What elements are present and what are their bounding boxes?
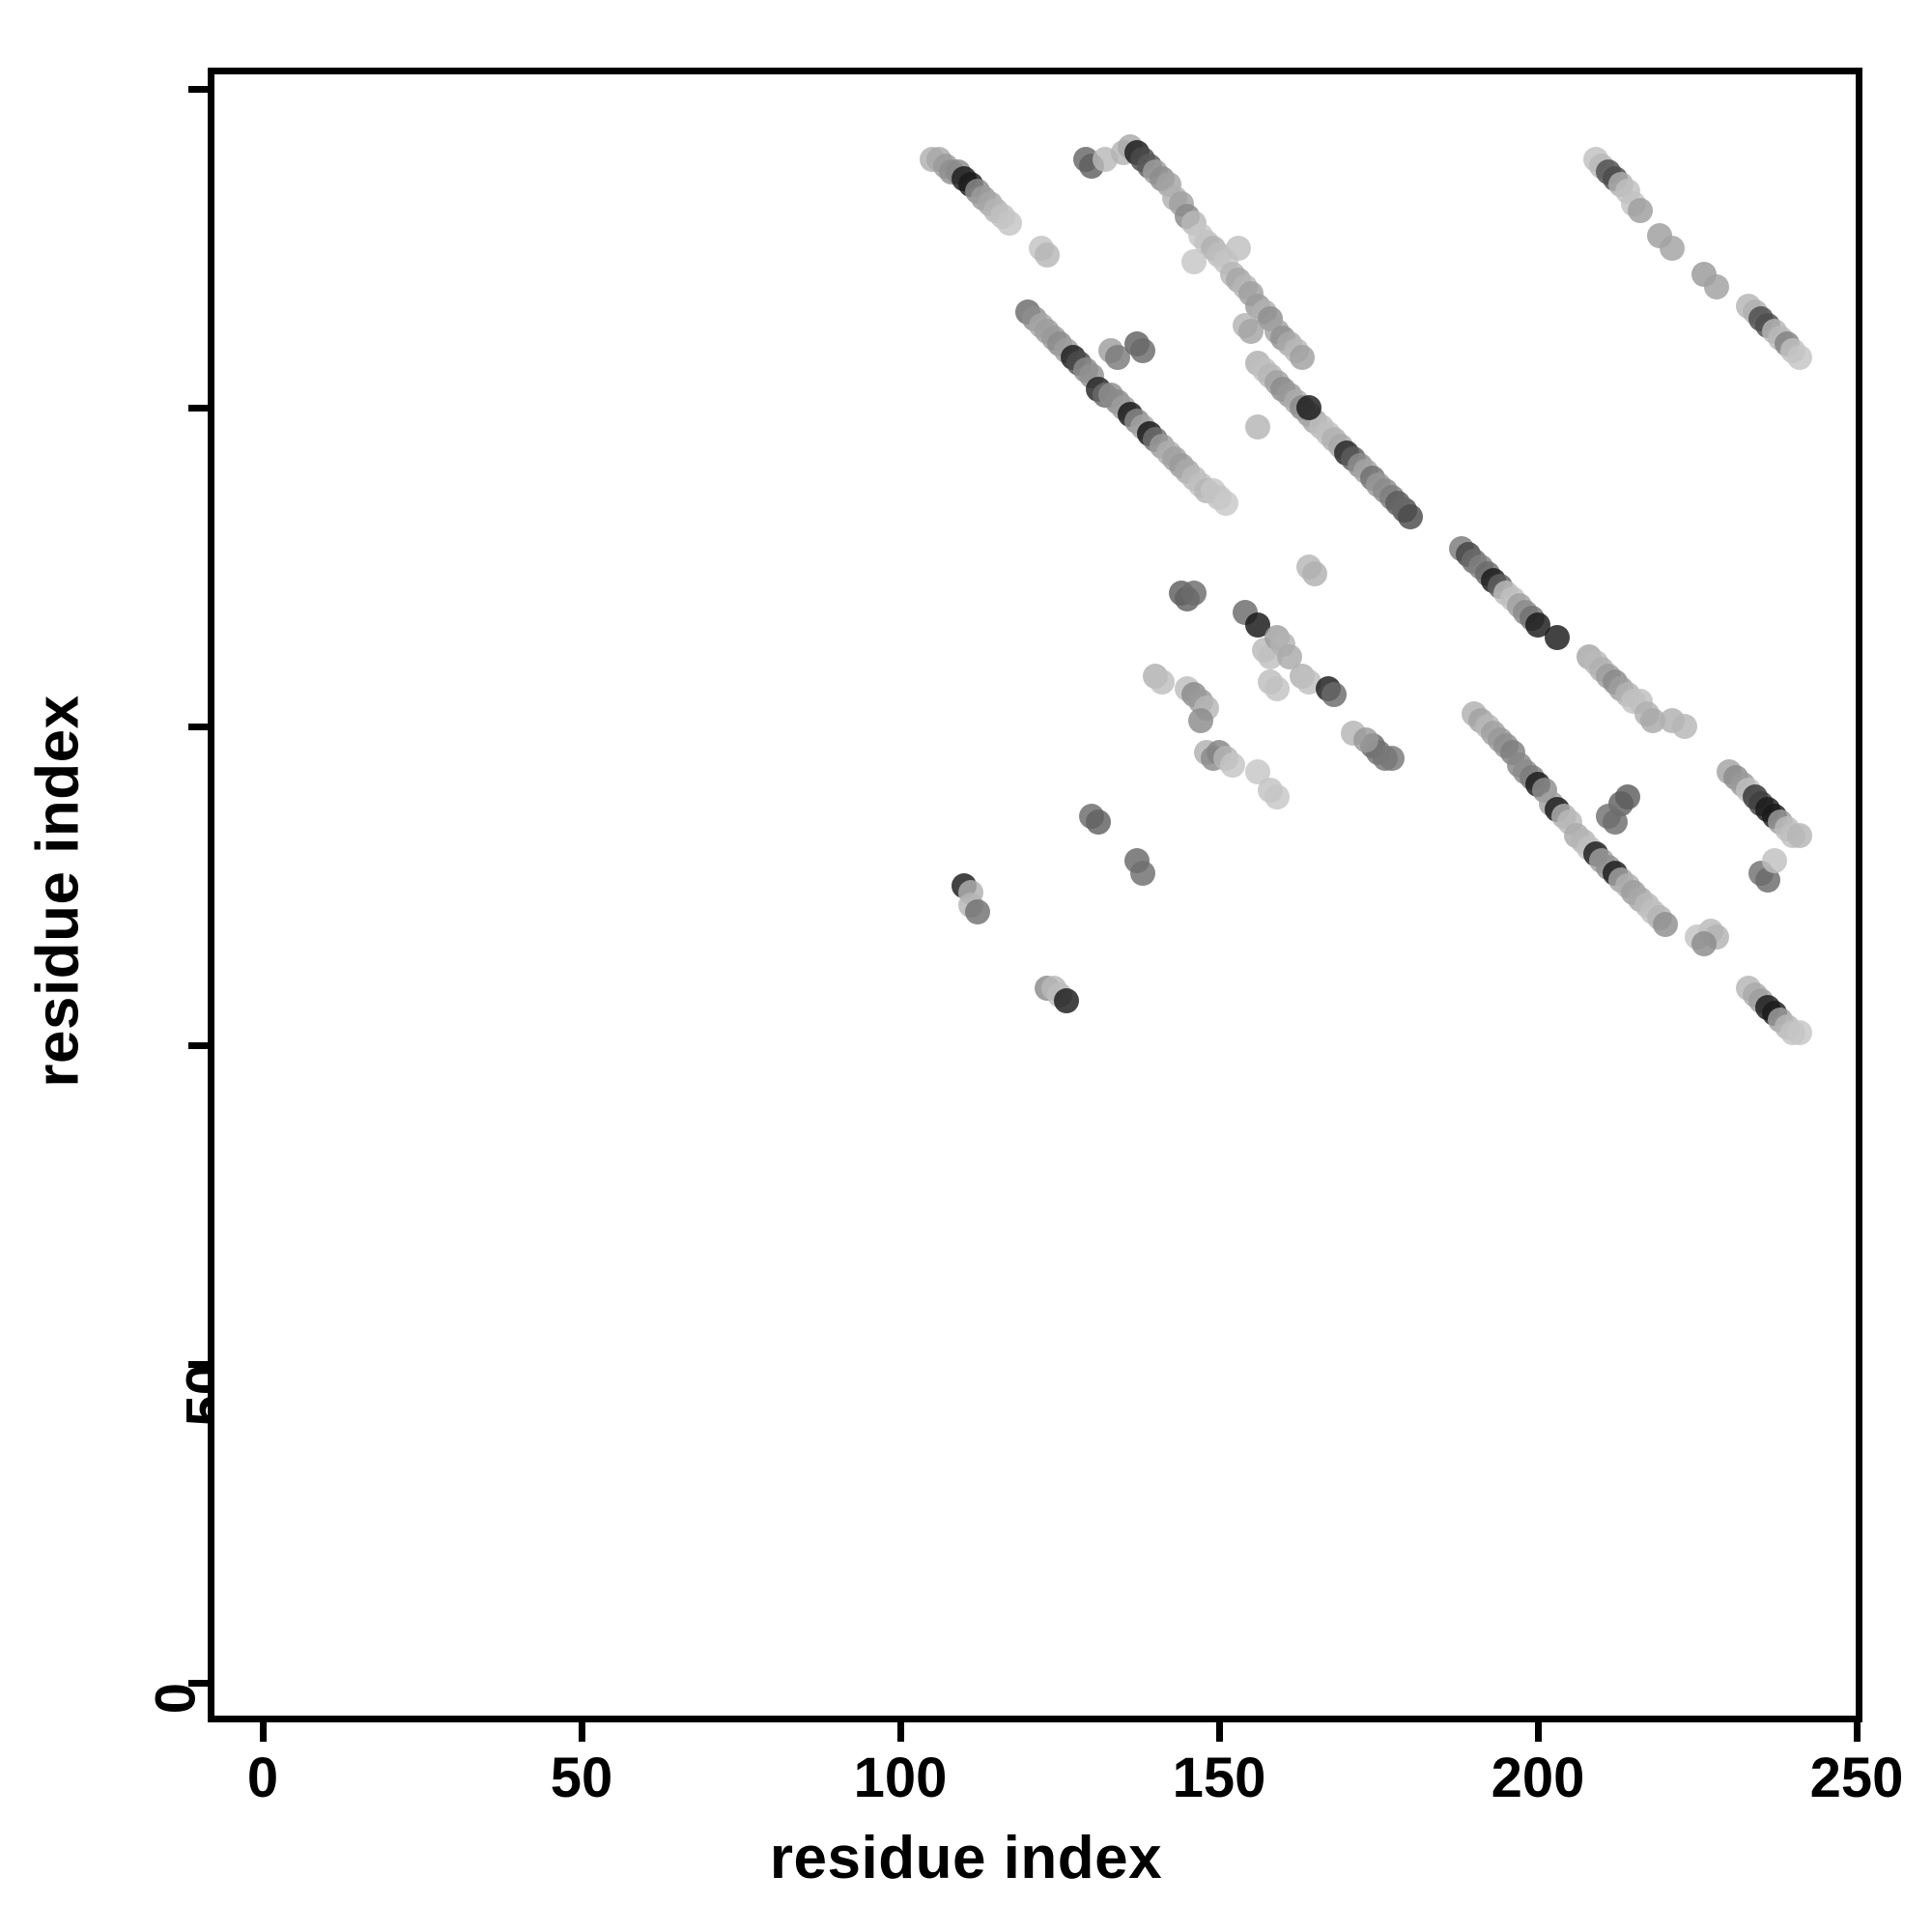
contact-point — [1264, 675, 1290, 701]
contact-point — [1219, 753, 1245, 778]
contact-point — [1704, 274, 1730, 299]
contact-point — [1321, 682, 1348, 708]
y-axis-label: residue index — [24, 694, 92, 1088]
plot-frame — [208, 68, 1862, 1722]
y-tick-mark — [188, 1361, 208, 1368]
contact-point — [1226, 236, 1252, 262]
x-tick-label: 50 — [550, 1747, 613, 1809]
contact-point — [1130, 861, 1156, 887]
contact-point — [1086, 810, 1111, 836]
x-tick-label: 0 — [246, 1747, 279, 1809]
contact-point — [1660, 236, 1685, 262]
x-tick-mark — [897, 1722, 904, 1742]
x-tick-mark — [260, 1722, 267, 1742]
contact-point — [1628, 197, 1653, 223]
scatter-plot-area — [214, 74, 1856, 1716]
x-tick-mark — [1216, 1722, 1223, 1742]
contact-point — [1787, 1020, 1812, 1046]
contact-point — [1295, 395, 1321, 421]
contact-point — [1787, 822, 1812, 848]
contact-point — [1614, 784, 1640, 810]
contact-point — [1378, 746, 1405, 772]
y-tick-label: 0 — [144, 1683, 208, 1715]
x-tick-label: 200 — [1491, 1747, 1585, 1809]
contact-point — [1150, 669, 1175, 696]
y-axis-label-container: residue index — [0, 0, 126, 1790]
y-tick-mark — [188, 86, 208, 93]
contact-point — [1245, 414, 1270, 440]
x-tick-label: 100 — [853, 1747, 948, 1809]
contact-point — [1691, 930, 1717, 956]
contact-point — [1054, 988, 1079, 1014]
contact-point — [1545, 625, 1571, 650]
contact-point — [1035, 242, 1061, 268]
x-tick-mark — [1854, 1722, 1861, 1742]
x-tick-label: 150 — [1172, 1747, 1266, 1809]
x-tick-label: 250 — [1809, 1747, 1904, 1809]
x-tick-mark — [1535, 1722, 1542, 1742]
y-tick-mark — [188, 724, 208, 730]
x-axis-label: residue index — [769, 1825, 1163, 1891]
y-tick-mark — [188, 405, 208, 412]
contact-point — [1238, 319, 1264, 345]
y-tick-mark — [188, 1680, 208, 1687]
contact-point — [1398, 503, 1424, 529]
contact-point — [1181, 580, 1207, 606]
contact-point — [1213, 491, 1238, 517]
contact-point — [1181, 248, 1207, 274]
contact-point — [1761, 848, 1787, 873]
contact-point — [1602, 810, 1628, 836]
contact-point — [1653, 912, 1679, 937]
x-tick-mark — [579, 1722, 585, 1742]
contact-point — [1187, 707, 1213, 733]
contact-point — [1353, 726, 1379, 753]
contact-point — [1290, 344, 1316, 370]
contact-point — [1787, 344, 1812, 370]
contact-point — [964, 898, 990, 924]
y-tick-mark — [188, 1042, 208, 1049]
contact-point — [1264, 784, 1290, 810]
contact-point — [1672, 714, 1698, 740]
contact-point — [1302, 561, 1328, 586]
contact-point — [1130, 338, 1156, 363]
contact-point — [996, 211, 1022, 236]
